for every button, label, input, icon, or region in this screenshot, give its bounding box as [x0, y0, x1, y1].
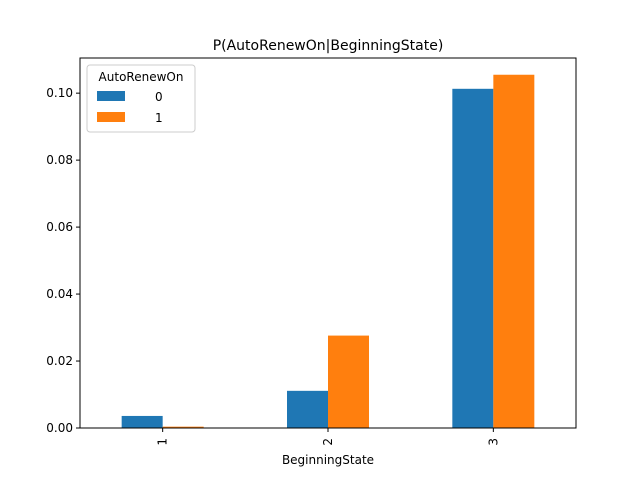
bar-cat1-series0	[121, 415, 163, 428]
bar-cat2-series1	[328, 335, 369, 428]
chart-title: P(AutoRenewOn|BeginningState)	[213, 38, 444, 54]
legend-label-0: 0	[155, 90, 163, 104]
bar-cat1-series1	[162, 426, 204, 428]
y-tick-label: 0.10	[46, 86, 73, 100]
legend-swatch-0	[97, 91, 125, 101]
y-tick-label: 0.02	[46, 354, 73, 368]
legend: AutoRenewOn 0 1	[86, 64, 196, 133]
bars-layer	[121, 74, 535, 429]
bar-cat3-series0	[452, 88, 494, 429]
bar-cat2-series0	[287, 390, 328, 428]
legend-title: AutoRenewOn	[99, 70, 184, 84]
x-tick-label: 1	[156, 438, 170, 446]
x-tick-label: 3	[486, 438, 500, 446]
x-axis-label: BeginningState	[282, 453, 374, 467]
legend-label-1: 1	[155, 111, 163, 125]
y-tick-label: 0.00	[46, 421, 73, 435]
y-tick-label: 0.08	[46, 153, 73, 167]
x-axis: 1 2 3	[156, 428, 500, 446]
legend-swatch-1	[97, 112, 125, 122]
y-tick-label: 0.06	[46, 220, 73, 234]
x-tick-label: 2	[321, 438, 335, 446]
bar-cat3-series1	[493, 74, 535, 429]
y-tick-label: 0.04	[46, 287, 73, 301]
y-axis: 0.00 0.02 0.04 0.06 0.08 0.10	[46, 86, 80, 435]
